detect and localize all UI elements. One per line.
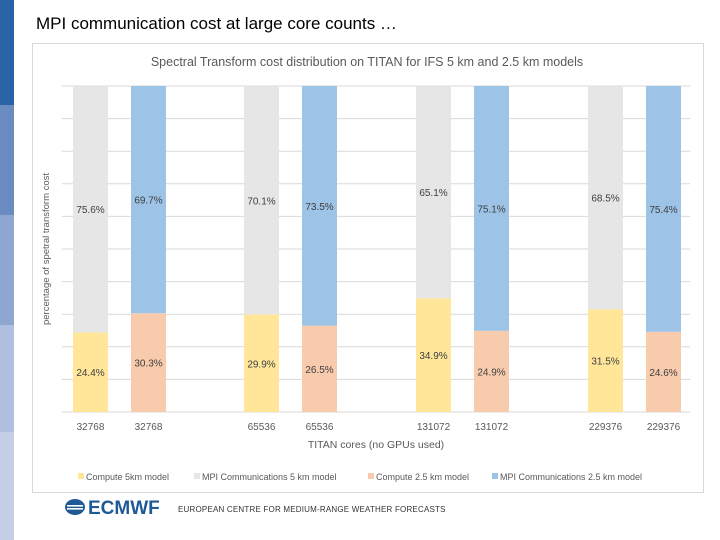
data-label-compute: 31.5% [591,357,619,368]
data-label-mpi: 69.7% [134,196,162,207]
x-tick-label: 131072 [475,422,509,433]
legend-swatch [368,473,374,479]
bar-compute [73,332,108,412]
data-label-compute: 26.5% [305,365,333,376]
bar-compute [646,331,681,412]
footer-text: EUROPEAN CENTRE FOR MEDIUM-RANGE WEATHER… [178,505,446,514]
bar-compute [244,314,279,412]
data-label-compute: 29.9% [247,359,275,370]
x-tick-label: 229376 [647,422,681,433]
bar-mpi [302,86,337,326]
sidebar-strip [0,432,14,540]
bar-mpi [131,86,166,314]
ecmwf-logo: ECMWF [65,498,160,518]
legend-swatch [194,473,200,479]
bar-compute [131,313,166,412]
data-label-mpi: 70.1% [247,196,275,207]
legend-swatch [78,473,84,479]
svg-text:ECMWF: ECMWF [88,498,160,518]
bar-mpi [646,86,681,332]
data-label-mpi: 75.1% [477,204,505,215]
sidebar-strip [0,215,14,325]
chart-frame [32,43,704,493]
legend-label: MPI Communications 5 km model [202,472,337,482]
bar-mpi [244,86,279,315]
x-axis-title: TITAN cores (no GPUs used) [308,439,444,451]
x-tick-label: 32768 [77,422,105,433]
legend-label: Compute 5km model [86,472,169,482]
x-tick-label: 229376 [589,422,623,433]
bar-mpi [588,86,623,310]
slide-title: MPI communication cost at large core cou… [36,14,397,33]
data-label-mpi: 65.1% [419,188,447,199]
x-tick-label: 65536 [248,422,276,433]
sidebar-strip [0,325,14,432]
y-axis-title: percentage of spetral transform cost [41,173,52,325]
data-label-compute: 24.9% [477,367,505,378]
sidebar-strip [0,105,14,215]
data-label-mpi: 68.5% [591,194,619,205]
bar-compute [416,298,451,412]
data-label-mpi: 75.4% [649,205,677,216]
x-tick-label: 32768 [135,422,163,433]
data-label-compute: 34.9% [419,351,447,362]
bar-compute [588,309,623,412]
bar-compute [474,330,509,412]
data-label-compute: 24.4% [76,368,104,379]
x-tick-label: 131072 [417,422,451,433]
bar-mpi [416,86,451,299]
bar-mpi [73,86,108,333]
legend-swatch [492,473,498,479]
chart-title: Spectral Transform cost distribution on … [151,55,583,69]
data-label-mpi: 75.6% [76,205,104,216]
legend-label: MPI Communications 2.5 km model [500,472,642,482]
bar-compute [302,325,337,412]
x-tick-label: 65536 [306,422,334,433]
legend-label: Compute 2.5 km model [376,472,469,482]
data-label-mpi: 73.5% [305,202,333,213]
data-label-compute: 30.3% [134,359,162,370]
data-label-compute: 24.6% [649,368,677,379]
bar-mpi [474,86,509,331]
sidebar-strip [0,0,14,105]
